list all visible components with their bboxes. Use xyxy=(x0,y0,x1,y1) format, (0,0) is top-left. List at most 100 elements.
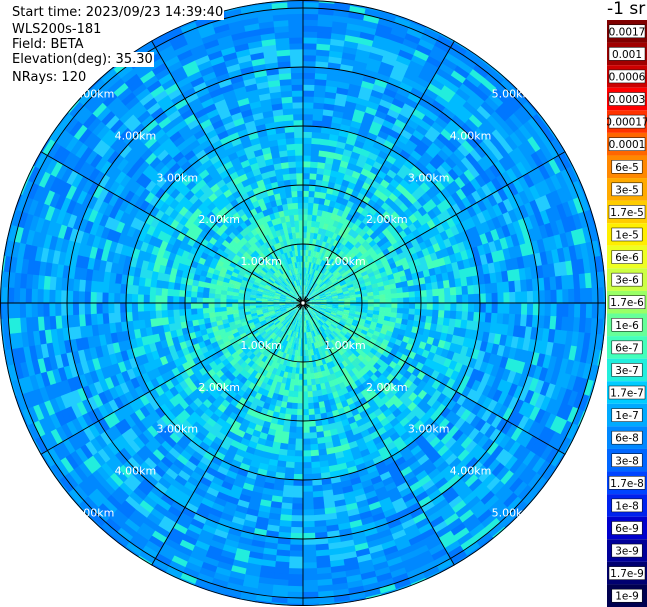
ppi-cell xyxy=(448,457,462,471)
ppi-cell xyxy=(578,394,590,412)
ppi-cell xyxy=(405,529,422,542)
ppi-cell xyxy=(567,390,579,408)
ppi-cell xyxy=(483,322,492,334)
ppi-cell xyxy=(328,367,335,376)
ppi-cell xyxy=(495,366,506,380)
ppi-cell xyxy=(302,497,314,505)
ppi-cell xyxy=(304,314,307,322)
ppi-cell xyxy=(433,331,443,341)
ppi-cell xyxy=(297,391,303,398)
ppi-cell xyxy=(308,305,315,309)
ppi-cell xyxy=(452,445,466,459)
ppi-cell xyxy=(550,385,562,402)
ppi-cell xyxy=(550,303,558,318)
ppi-cell xyxy=(323,399,331,408)
ppi-cell xyxy=(388,466,401,478)
ppi-cell xyxy=(316,365,322,373)
ppi-cell xyxy=(425,406,437,419)
ppi-cell xyxy=(497,303,505,315)
ppi-cell xyxy=(296,178,304,186)
ppi-cell xyxy=(350,335,358,342)
ppi-cell xyxy=(297,190,304,197)
ppi-cell xyxy=(295,438,303,446)
ppi-cell xyxy=(456,449,471,463)
ppi-cell xyxy=(323,322,330,329)
ppi-cell xyxy=(386,518,402,530)
ppi-cell xyxy=(469,444,483,458)
ppi-cell xyxy=(333,445,343,454)
ppi-cell xyxy=(496,379,508,393)
ppi-cell xyxy=(476,394,488,408)
ppi-cell xyxy=(372,561,389,572)
ppi-cell xyxy=(344,322,353,328)
ppi-cell xyxy=(328,464,339,473)
ppi-cell xyxy=(432,456,446,469)
ppi-cell xyxy=(319,466,330,474)
ppi-cell xyxy=(570,331,580,348)
ppi-cell xyxy=(372,455,384,466)
ppi-cell xyxy=(386,556,403,568)
ppi-cell xyxy=(322,314,330,320)
ppi-cell xyxy=(364,439,376,450)
ppi-cell xyxy=(369,337,378,345)
ppi-cell xyxy=(408,481,423,493)
ppi-cell xyxy=(579,303,587,319)
ppi-cell xyxy=(316,328,321,336)
ppi-cell xyxy=(308,196,315,204)
ppi-cell xyxy=(378,583,397,595)
ppi-cell xyxy=(496,404,509,419)
ppi-cell xyxy=(384,311,392,318)
ppi-cell xyxy=(311,384,317,392)
ppi-cell xyxy=(166,295,174,303)
ppi-cell xyxy=(303,113,314,121)
ppi-cell xyxy=(430,548,448,562)
ppi-cell xyxy=(311,354,316,362)
ppi-cell xyxy=(512,444,527,461)
ppi-cell xyxy=(350,303,357,306)
ppi-cell xyxy=(302,521,315,528)
ppi-cell xyxy=(311,310,317,316)
ppi-cell xyxy=(324,350,331,358)
ppi-cell xyxy=(330,404,338,412)
ppi-cell xyxy=(305,314,308,321)
ppi-cell xyxy=(584,317,593,335)
ppi-cell xyxy=(444,410,457,423)
ppi-cell xyxy=(317,596,335,605)
ppi-cell xyxy=(288,556,303,564)
ppi-cell xyxy=(365,464,378,475)
ppi-cell xyxy=(467,311,475,322)
ppi-cell xyxy=(317,442,327,451)
ppi-cell xyxy=(512,481,529,498)
ppi-cell xyxy=(496,313,504,325)
ppi-cell xyxy=(333,328,341,336)
ppi-cell xyxy=(577,377,589,396)
ppi-cell xyxy=(479,361,489,374)
ppi-cell xyxy=(336,325,344,332)
ppi-cell xyxy=(506,370,517,385)
ppi-cell xyxy=(291,90,304,97)
ppi-cell xyxy=(550,400,563,417)
ppi-cell xyxy=(513,462,528,479)
ppi-cell xyxy=(591,303,599,320)
ppi-cell xyxy=(314,304,322,307)
ppi-cell xyxy=(310,325,314,332)
ppi-cell xyxy=(500,421,514,436)
ppi-cell xyxy=(314,322,320,330)
ppi-cell xyxy=(432,303,440,311)
ppi-cell xyxy=(310,449,320,457)
ppi-cell xyxy=(461,386,472,399)
ppi-cell xyxy=(486,386,498,401)
ppi-cell xyxy=(317,371,324,379)
ppi-cell xyxy=(405,325,414,333)
ppi-cell xyxy=(572,408,585,427)
ppi-cell xyxy=(362,484,376,495)
ppi-cell xyxy=(420,458,434,471)
ppi-cell xyxy=(202,302,209,309)
ppi-cell xyxy=(536,460,551,478)
ppi-cell xyxy=(480,490,496,506)
ppi-cell xyxy=(409,303,416,310)
ppi-cell xyxy=(342,313,350,318)
ppi-cell xyxy=(444,303,452,312)
ppi-cell xyxy=(385,461,398,473)
